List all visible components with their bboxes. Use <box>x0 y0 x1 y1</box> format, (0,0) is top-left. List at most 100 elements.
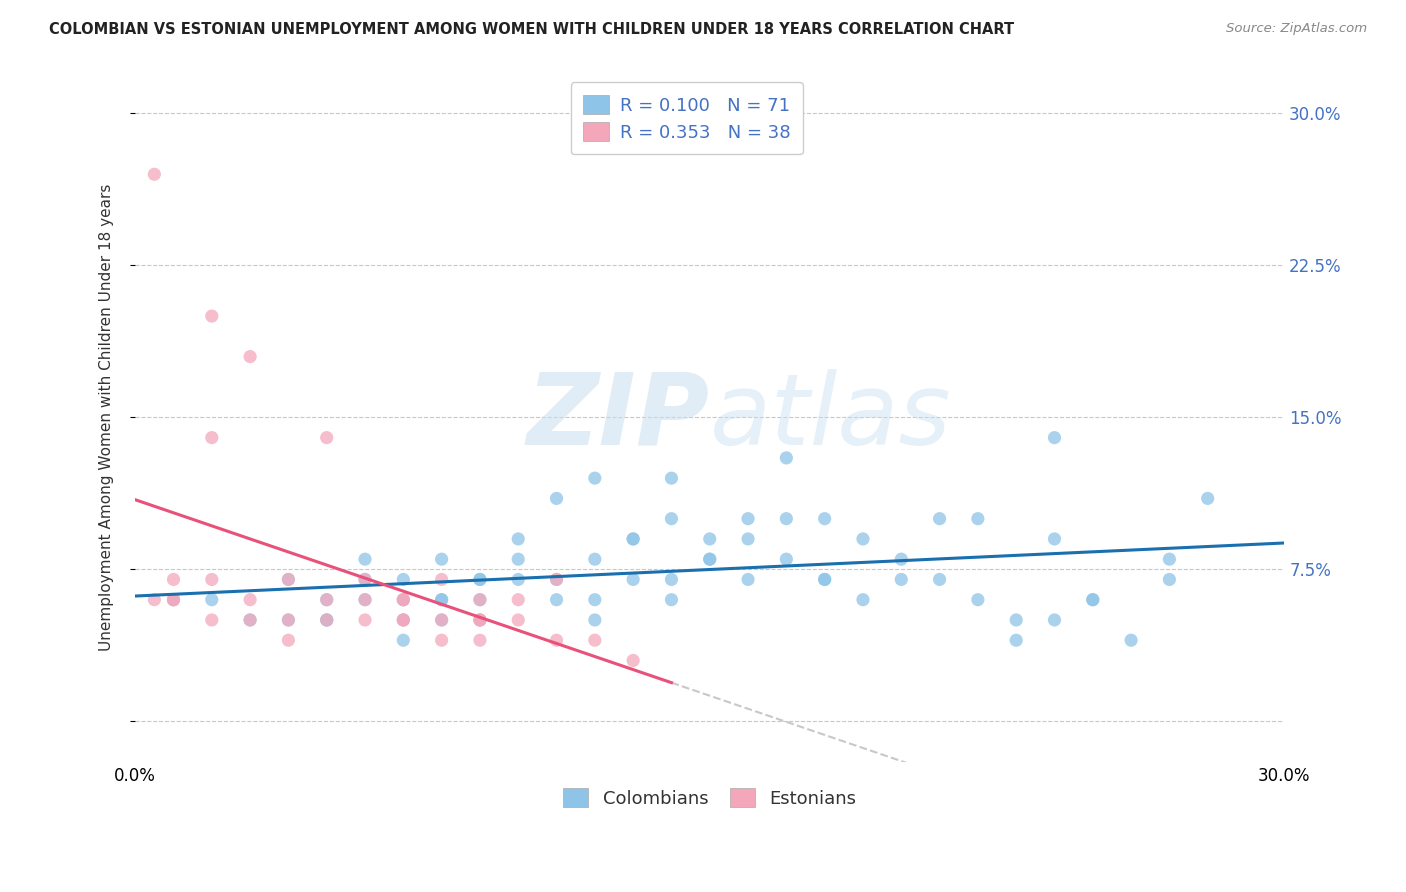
Point <box>277 613 299 627</box>
Point <box>392 613 415 627</box>
Point <box>737 573 759 587</box>
Point <box>239 592 262 607</box>
Y-axis label: Unemployment Among Women with Children Under 18 years: Unemployment Among Women with Children U… <box>100 184 114 651</box>
Point <box>699 552 721 566</box>
Point <box>546 573 568 587</box>
Point <box>814 511 837 525</box>
Point <box>737 511 759 525</box>
Point <box>775 450 797 465</box>
Point <box>661 592 683 607</box>
Point <box>277 633 299 648</box>
Point <box>967 592 990 607</box>
Point <box>201 431 224 445</box>
Point <box>143 167 166 181</box>
Point <box>468 592 491 607</box>
Point <box>1043 613 1066 627</box>
Point <box>1159 573 1181 587</box>
Point <box>1197 491 1219 506</box>
Point <box>468 613 491 627</box>
Point <box>1081 592 1104 607</box>
Point <box>468 613 491 627</box>
Point <box>814 573 837 587</box>
Point <box>546 573 568 587</box>
Point <box>315 613 337 627</box>
Point <box>315 613 337 627</box>
Text: COLOMBIAN VS ESTONIAN UNEMPLOYMENT AMONG WOMEN WITH CHILDREN UNDER 18 YEARS CORR: COLOMBIAN VS ESTONIAN UNEMPLOYMENT AMONG… <box>49 22 1014 37</box>
Point <box>354 592 377 607</box>
Point <box>430 592 453 607</box>
Point <box>392 613 415 627</box>
Point <box>315 592 337 607</box>
Point <box>315 592 337 607</box>
Point <box>468 573 491 587</box>
Point <box>546 633 568 648</box>
Point <box>354 592 377 607</box>
Text: Source: ZipAtlas.com: Source: ZipAtlas.com <box>1226 22 1367 36</box>
Point <box>354 552 377 566</box>
Point <box>775 511 797 525</box>
Point <box>508 573 530 587</box>
Point <box>468 573 491 587</box>
Point <box>430 573 453 587</box>
Text: ZIP: ZIP <box>527 369 710 466</box>
Point <box>315 431 337 445</box>
Point <box>468 613 491 627</box>
Point <box>354 613 377 627</box>
Point <box>201 573 224 587</box>
Point <box>392 592 415 607</box>
Point <box>392 613 415 627</box>
Point <box>430 552 453 566</box>
Point <box>143 592 166 607</box>
Point <box>621 532 644 546</box>
Point <box>852 532 875 546</box>
Point <box>1119 633 1142 648</box>
Point <box>239 613 262 627</box>
Text: atlas: atlas <box>710 369 952 466</box>
Point <box>1043 431 1066 445</box>
Point <box>814 573 837 587</box>
Legend: Colombians, Estonians: Colombians, Estonians <box>555 780 863 814</box>
Point <box>162 592 184 607</box>
Point <box>392 592 415 607</box>
Point <box>315 613 337 627</box>
Point <box>546 592 568 607</box>
Point <box>928 573 950 587</box>
Point <box>546 491 568 506</box>
Point <box>468 633 491 648</box>
Point <box>852 592 875 607</box>
Point <box>661 511 683 525</box>
Point <box>162 592 184 607</box>
Point <box>1081 592 1104 607</box>
Point <box>392 633 415 648</box>
Point <box>508 532 530 546</box>
Point <box>430 633 453 648</box>
Point <box>277 573 299 587</box>
Point <box>430 613 453 627</box>
Point <box>392 592 415 607</box>
Point <box>737 532 759 546</box>
Point <box>1159 552 1181 566</box>
Point <box>661 471 683 485</box>
Point <box>583 633 606 648</box>
Point <box>162 573 184 587</box>
Point <box>277 613 299 627</box>
Point <box>508 592 530 607</box>
Point <box>430 613 453 627</box>
Point <box>775 552 797 566</box>
Point <box>1043 532 1066 546</box>
Point <box>621 653 644 667</box>
Point <box>583 552 606 566</box>
Point <box>621 532 644 546</box>
Point <box>583 613 606 627</box>
Point <box>661 573 683 587</box>
Point <box>354 573 377 587</box>
Point <box>508 552 530 566</box>
Point <box>277 573 299 587</box>
Point <box>1005 613 1028 627</box>
Point <box>967 511 990 525</box>
Point <box>928 511 950 525</box>
Point <box>621 573 644 587</box>
Point <box>1005 633 1028 648</box>
Point <box>699 532 721 546</box>
Point <box>201 592 224 607</box>
